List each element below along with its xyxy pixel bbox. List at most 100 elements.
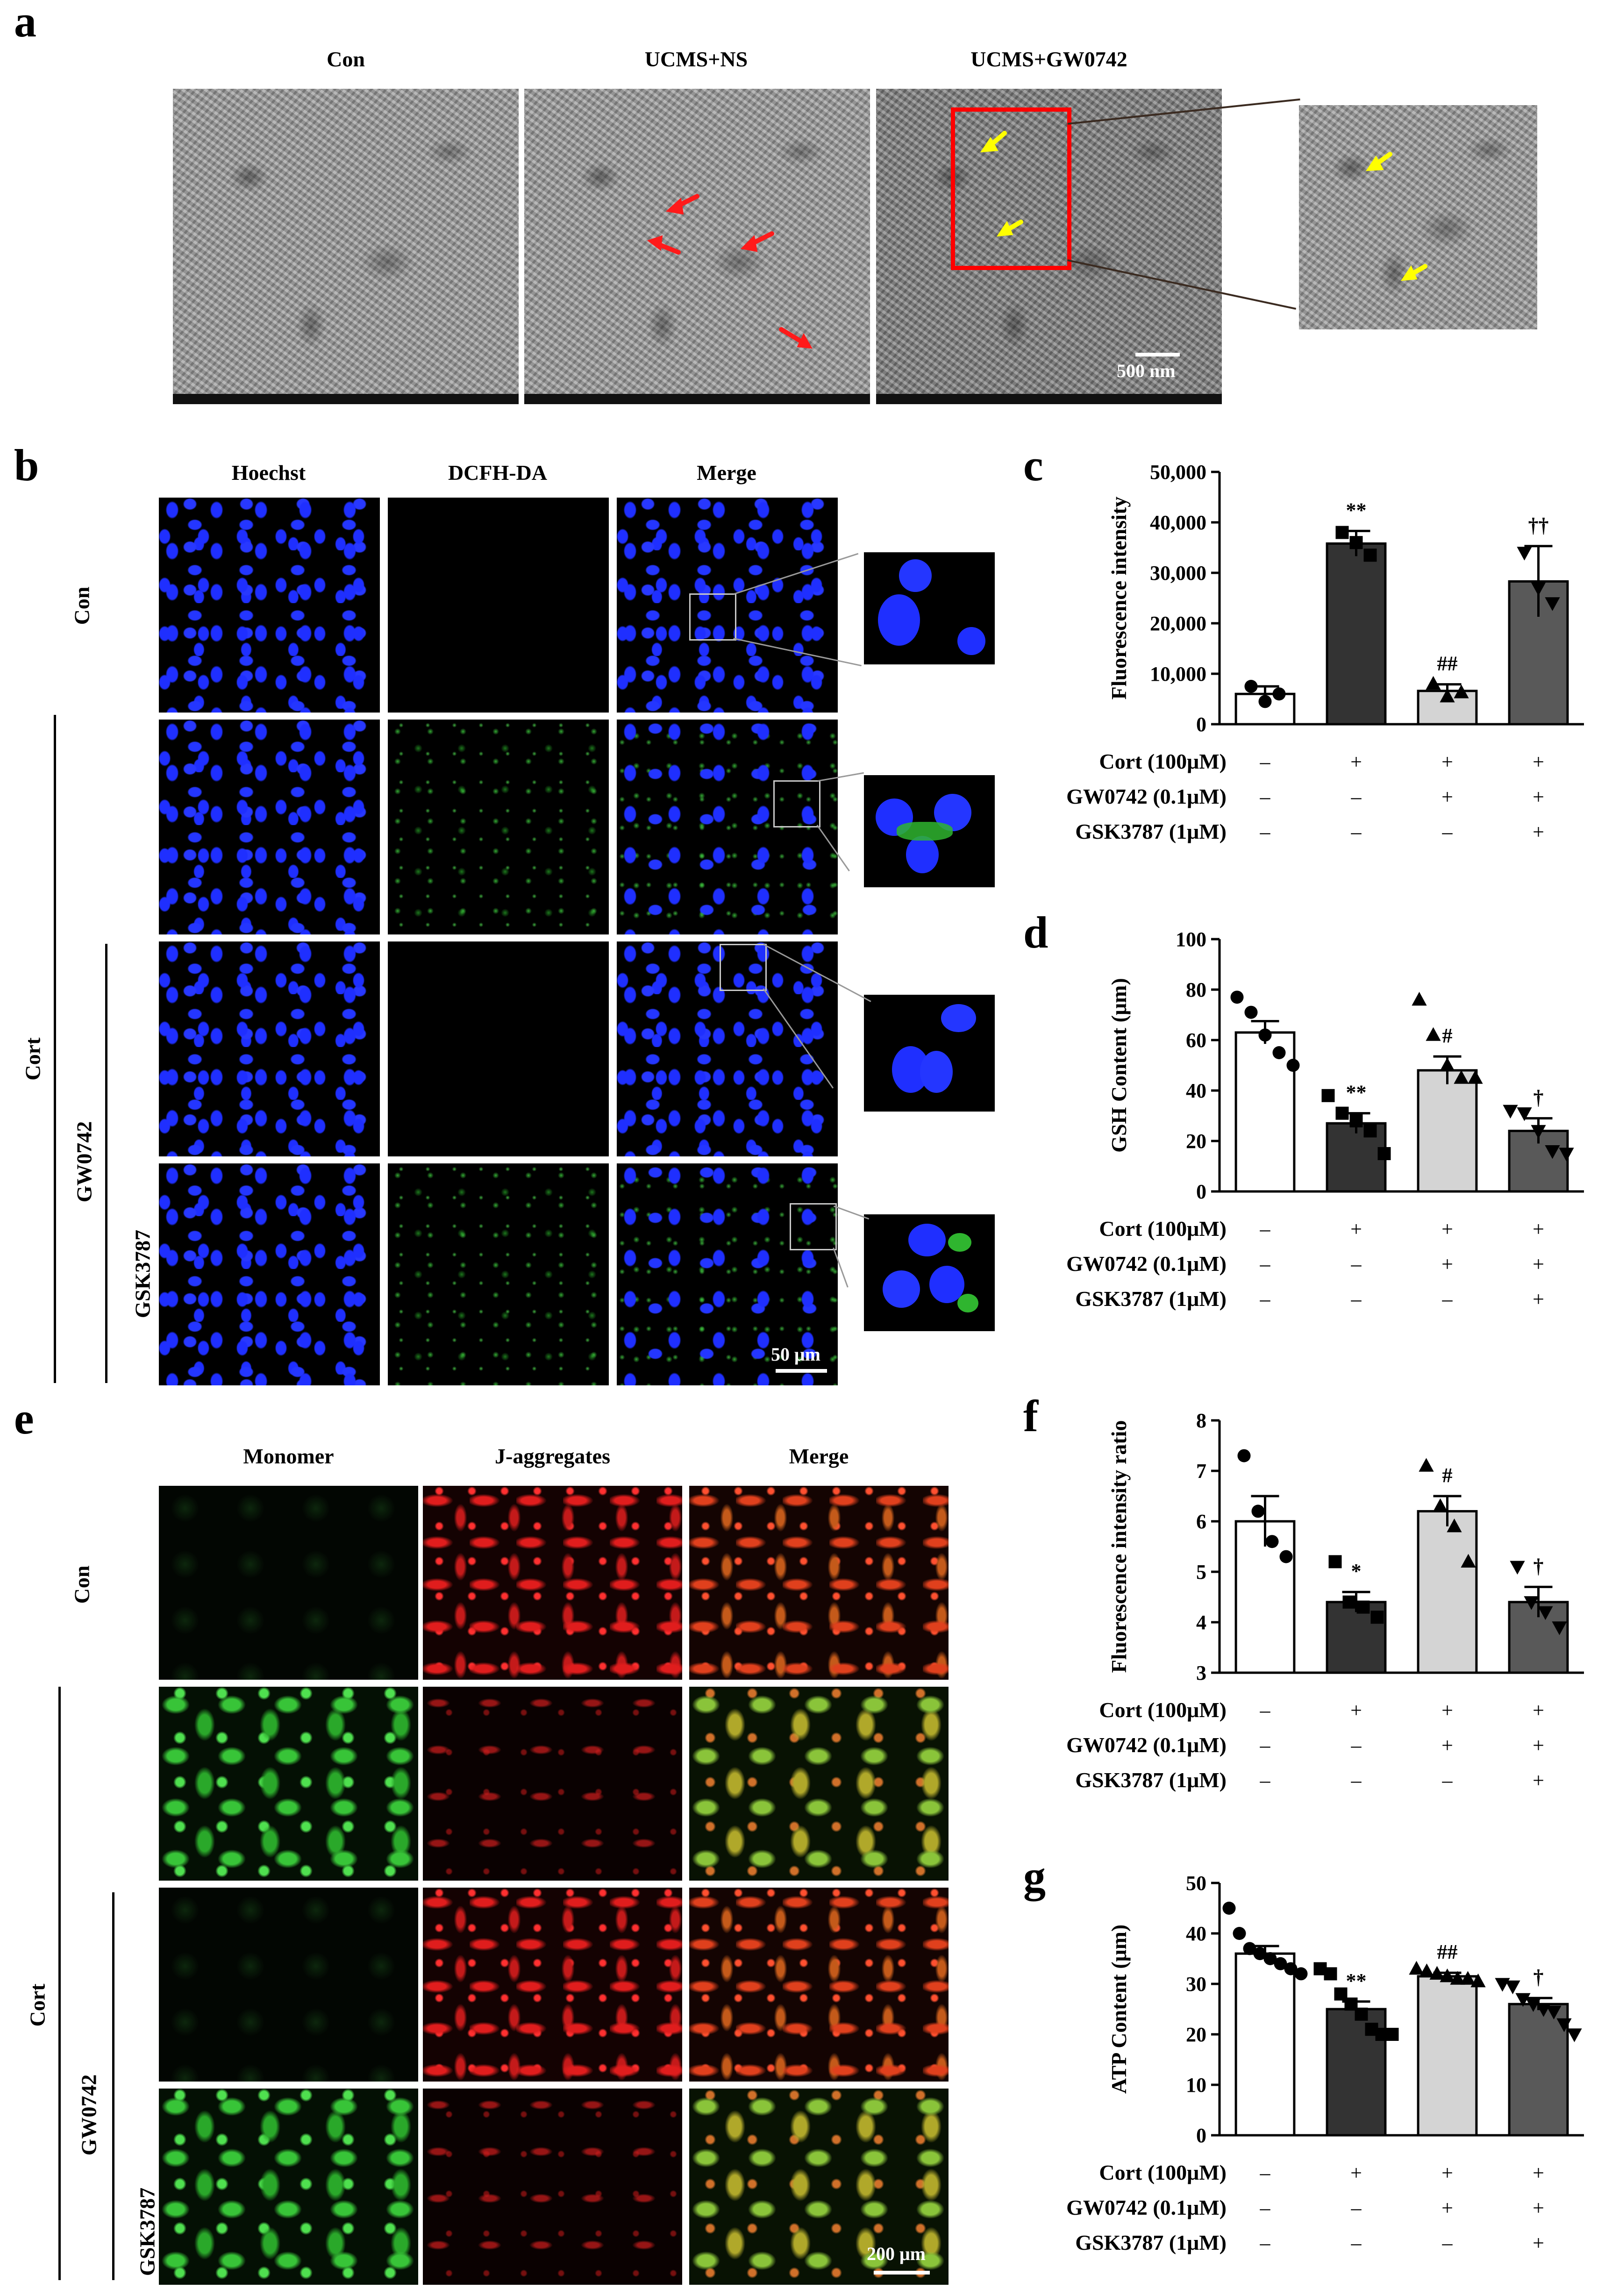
red-arrow-head-3 [740, 235, 758, 252]
condition-sign: – [1260, 1734, 1271, 1757]
y-tick-label: 100 [1176, 928, 1206, 951]
data-point [1515, 1993, 1531, 2007]
y-tick-label: 5 [1196, 1561, 1206, 1583]
significance-label: †† [1528, 514, 1549, 537]
col-title-dcfh: DCFH-DA [448, 461, 548, 485]
condition-label: GSK3787 (1μM) [1075, 1768, 1227, 1792]
merge-con [617, 498, 838, 713]
data-point [1531, 1125, 1546, 1139]
data-point [1279, 1550, 1293, 1563]
significance-label: # [1442, 1464, 1453, 1487]
inset-yellow-arrows [1366, 152, 1427, 281]
data-point [1538, 1606, 1553, 1620]
row-label-cort-b: Cort [21, 1037, 45, 1081]
data-point [1440, 1057, 1455, 1071]
group-line-cort-b [54, 715, 56, 1383]
data-point [1230, 991, 1244, 1004]
row-label-gw-e: GW0742 [77, 2074, 101, 2156]
data-point [1363, 1124, 1377, 1138]
data-point [1363, 549, 1377, 562]
data-point [1233, 1927, 1246, 1940]
y-tick-label: 50 [1186, 1872, 1206, 1895]
significance-label: † [1534, 1966, 1544, 1989]
data-point [1349, 1114, 1363, 1127]
highlight-box [951, 107, 1071, 270]
row-label-gsk-e: GSK3787 [135, 2187, 159, 2276]
condition-sign: – [1351, 1734, 1362, 1757]
merge-cort-gw-gsk: 50 μm [617, 1163, 838, 1385]
data-point [1559, 1148, 1574, 1162]
zoom-selection [720, 944, 767, 991]
condition-sign: + [1533, 785, 1544, 808]
condition-sign: + [1441, 785, 1453, 808]
y-tick-label: 0 [1196, 2124, 1206, 2147]
data-point [1460, 1971, 1476, 1985]
condition-sign: – [1351, 1288, 1362, 1311]
data-point [1517, 547, 1532, 561]
significance-label: ** [1346, 1081, 1367, 1104]
condition-label: GW0742 (0.1μM) [1066, 1252, 1227, 1276]
significance-label: ## [1437, 1940, 1458, 1963]
hoechst-cort-gw [159, 941, 380, 1156]
y-axis-label: Fluorescence intensity [1107, 497, 1131, 700]
panel-label-b: b [14, 440, 39, 490]
condition-sign: – [1260, 1218, 1271, 1241]
condition-sign: + [1441, 2196, 1453, 2219]
condition-sign: + [1441, 1734, 1453, 1757]
red-arrow-head-2 [647, 235, 663, 251]
y-axis-label: Fluorescence intensity ratio [1107, 1420, 1131, 1673]
yellow-arrows [980, 131, 1023, 237]
zoom-inset-cort-gw [862, 993, 997, 1113]
y-tick-label: 40 [1186, 1079, 1206, 1102]
condition-label: GSK3787 (1μM) [1075, 820, 1227, 843]
y-tick-label: 40 [1186, 1922, 1206, 1945]
data-point [1253, 1947, 1267, 1961]
condition-sign: – [1351, 1253, 1362, 1276]
condition-sign: + [1533, 750, 1544, 773]
zoom-inset-cort-gw-gsk [862, 1212, 997, 1333]
bar [1508, 2003, 1569, 2137]
data-point [1222, 1902, 1236, 1915]
significance-label: # [1442, 1024, 1453, 1047]
col-title-merge-e: Merge [789, 1444, 849, 1468]
data-point [1461, 1554, 1476, 1568]
dcfh-cort-gw [388, 941, 609, 1156]
condition-sign: – [1260, 2196, 1271, 2219]
condition-sign: + [1533, 820, 1544, 843]
data-point [1356, 1600, 1370, 1614]
jagg-cort-gw-gsk [423, 2089, 682, 2285]
jagg-con [423, 1486, 682, 1680]
y-tick-label: 80 [1186, 978, 1206, 1001]
zoom-selection [689, 593, 736, 641]
data-point [1335, 1106, 1349, 1120]
jagg-cort [423, 1687, 682, 1881]
data-point [1556, 2018, 1572, 2032]
data-point [1545, 1145, 1560, 1159]
scale-bar-b [776, 1369, 827, 1373]
dcfh-cort [388, 720, 609, 934]
col-title-hoechst: Hoechst [231, 461, 306, 485]
condition-sign: – [1442, 1769, 1453, 1792]
condition-sign: + [1533, 1253, 1544, 1276]
group-line-cort-e [58, 1687, 61, 2280]
condition-sign: + [1350, 1218, 1362, 1241]
merge-e-cort-gw-gsk: 200 μm [689, 2089, 949, 2285]
data-point [1377, 1147, 1391, 1160]
row-label-con-e: Con [70, 1565, 94, 1604]
monomer-con [159, 1486, 418, 1680]
dcfh-con [388, 498, 609, 713]
data-point [1251, 1505, 1265, 1518]
tem-scale-bar [1135, 353, 1180, 357]
condition-label: GW0742 (0.1μM) [1066, 2196, 1227, 2219]
data-point [1433, 1498, 1448, 1512]
data-point [1370, 1611, 1384, 1624]
condition-sign: + [1533, 1699, 1544, 1722]
data-point [1328, 1555, 1342, 1569]
condition-sign: + [1441, 2161, 1453, 2184]
tem-title-con: Con [327, 47, 365, 71]
data-point [1426, 1027, 1441, 1041]
merge-e-cort [689, 1687, 949, 1881]
data-point [1524, 1596, 1539, 1610]
red-arrow-head-1 [665, 198, 684, 215]
condition-sign: – [1442, 1288, 1453, 1311]
